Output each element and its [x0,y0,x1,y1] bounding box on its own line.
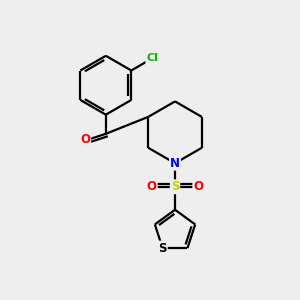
Text: Cl: Cl [146,53,158,63]
Text: S: S [171,180,179,193]
Text: O: O [147,180,157,193]
Text: O: O [193,180,203,193]
Text: N: N [170,157,180,170]
Text: S: S [158,242,167,255]
Text: O: O [80,133,90,146]
